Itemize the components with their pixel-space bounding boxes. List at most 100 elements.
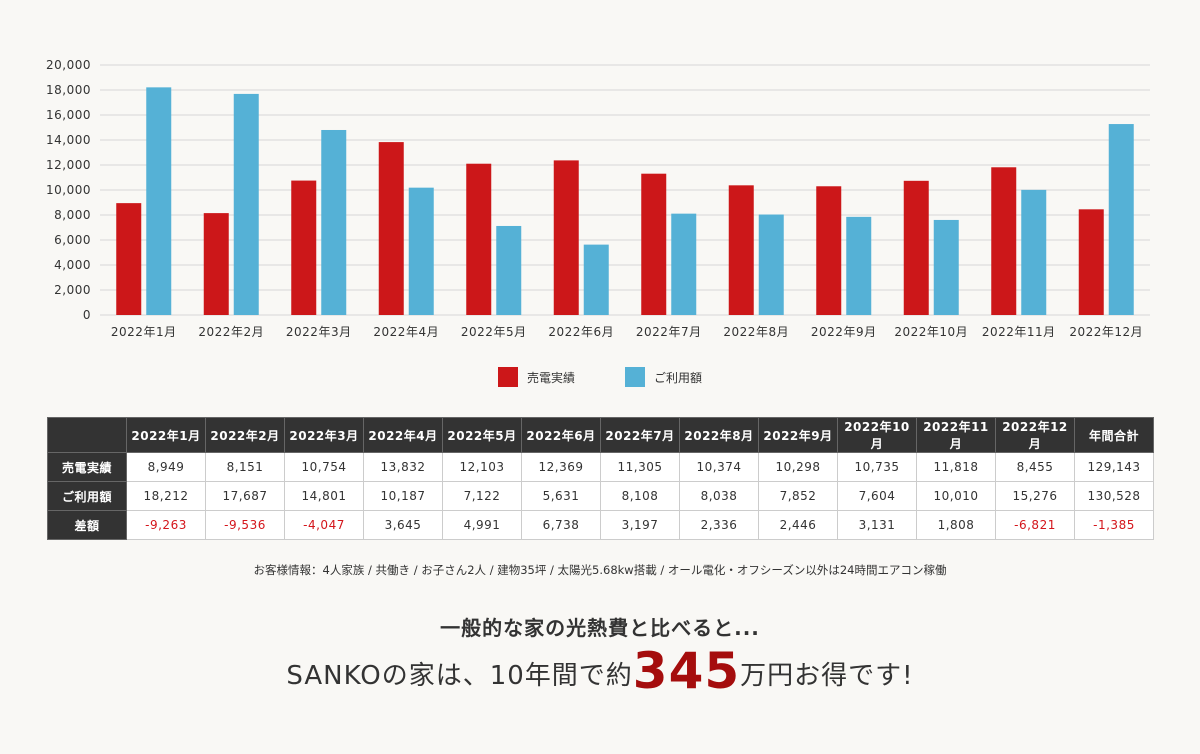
table-cell: 10,754 — [284, 452, 364, 482]
table-header-row: 2022年1月 2022年2月 2022年3月 2022年4月 2022年5月 2022年… — [47, 417, 1154, 453]
x-tick-label: 2022年2月 — [198, 325, 264, 339]
bar-usage — [408, 187, 434, 315]
y-tick-label: 10,000 — [46, 183, 91, 197]
table-cell: 8,455 — [995, 452, 1075, 482]
headline-prefix: SANKOの家は、10年間で約 — [286, 661, 633, 691]
x-tick-label: 2022年7月 — [636, 325, 702, 339]
customer-info: お客様情報：4人家族 / 共働き / お子さん2人 / 建物35坪 / 太陽光5… — [253, 563, 947, 577]
headline-amount: 345 — [632, 642, 741, 700]
x-tick-label: 2022年3月 — [286, 325, 352, 339]
headline-main: SANKOの家は、10年間で約345万円お得です! — [0, 642, 1200, 700]
table-cell: 130,528 — [1074, 481, 1154, 511]
x-tick-label: 2022年4月 — [373, 325, 439, 339]
y-tick-label: 20,000 — [46, 58, 91, 72]
y-tick-label: 14,000 — [46, 133, 91, 147]
bar-usage — [583, 244, 609, 315]
table-header-cell: 2022年10月 — [837, 417, 917, 453]
table-row: 売電実績 8,949 8,151 10,754 13,832 12,103 12,369 11… — [47, 452, 1154, 482]
legend-swatch-usage — [625, 367, 645, 387]
table-cell: 7,604 — [837, 481, 917, 511]
x-tick-label: 2022年12月 — [1069, 325, 1143, 339]
bar-usage — [496, 225, 522, 315]
legend-swatch-sales — [497, 367, 518, 387]
table-cell: -1,385 — [1074, 510, 1154, 540]
bar-sales — [553, 160, 579, 315]
table-header-cell: 2022年4月 — [363, 417, 443, 453]
table-cell: 8,038 — [679, 481, 759, 511]
y-tick-label: 0 — [83, 308, 91, 322]
table-cell: 4,991 — [442, 510, 522, 540]
bar-usage — [146, 87, 172, 315]
bar-usage — [671, 213, 697, 315]
bar-usage — [321, 129, 347, 315]
table-row: 差額 -9,263 -9,536 -4,047 3,645 4,991 6,738 3,197… — [47, 510, 1154, 540]
y-tick-label: 16,000 — [46, 108, 91, 122]
table-header-cell: 2022年1月 — [126, 417, 206, 453]
bar-sales — [116, 203, 142, 315]
x-tick-label: 2022年5月 — [461, 325, 527, 339]
table-header-cell: 年間合計 — [1074, 417, 1154, 453]
bar-usage — [933, 219, 959, 315]
legend-item-sales: 売電実績 — [497, 367, 575, 387]
table-cell: 11,305 — [600, 452, 680, 482]
x-tick-label: 2022年6月 — [548, 325, 614, 339]
table-header-cell: 2022年12月 — [995, 417, 1075, 453]
bar-usage — [233, 93, 259, 315]
table-cell: 8,949 — [126, 452, 206, 482]
y-tick-label: 8,000 — [54, 208, 91, 222]
bar-usage — [846, 216, 872, 315]
table-cell: -6,821 — [995, 510, 1075, 540]
x-tick-label: 2022年1月 — [111, 325, 177, 339]
table-cell: -9,263 — [126, 510, 206, 540]
table-cell: -9,536 — [205, 510, 285, 540]
table-cell: 11,818 — [916, 452, 996, 482]
table-header-cell: 2022年5月 — [442, 417, 522, 453]
bar-sales — [466, 163, 492, 315]
row-label: 差額 — [47, 510, 127, 540]
table-header-cell — [47, 417, 127, 453]
x-tick-label: 2022年9月 — [811, 325, 877, 339]
y-tick-label: 12,000 — [46, 158, 91, 172]
bar-usage — [1021, 189, 1047, 315]
headline-suffix: 万円お得です! — [740, 661, 914, 691]
legend-label-usage: ご利用額 — [654, 370, 703, 385]
bar-sales — [816, 186, 842, 315]
table-header-cell: 2022年9月 — [758, 417, 838, 453]
bar-chart: 0 2,000 4,000 6,000 8,000 10,000 12,000 14,000 1… — [46, 58, 1150, 339]
bar-sales — [903, 180, 929, 315]
table-header-cell: 2022年7月 — [600, 417, 680, 453]
table-header-cell: 2022年2月 — [205, 417, 285, 453]
bar-sales — [1078, 209, 1104, 315]
legend-item-usage: ご利用額 — [625, 367, 702, 387]
table-cell: 3,645 — [363, 510, 443, 540]
headline-sub: 一般的な家の光熱費と比べると... — [440, 616, 760, 640]
table-cell: 7,122 — [442, 481, 522, 511]
table-cell: 12,103 — [442, 452, 522, 482]
chart-legend: 売電実績 ご利用額 — [0, 367, 1200, 387]
table-cell: 10,187 — [363, 481, 443, 511]
bar-sales — [728, 185, 754, 315]
table-cell: 7,852 — [758, 481, 838, 511]
monthly-data-table: 2022年1月 2022年2月 2022年3月 2022年4月 2022年5月 2022年… — [47, 417, 1154, 540]
row-label: 売電実績 — [47, 452, 127, 482]
bar-sales — [378, 142, 404, 315]
table-cell: 18,212 — [126, 481, 206, 511]
bar-sales — [203, 213, 229, 315]
table-header-cell: 2022年3月 — [284, 417, 364, 453]
bar-sales — [991, 167, 1017, 315]
table-cell: 10,010 — [916, 481, 996, 511]
y-tick-label: 2,000 — [54, 283, 91, 297]
table-cell: 2,336 — [679, 510, 759, 540]
y-tick-label: 4,000 — [54, 258, 91, 272]
bar-usage — [1108, 124, 1134, 315]
y-tick-label: 6,000 — [54, 233, 91, 247]
bar-usage — [758, 214, 784, 315]
x-tick-label: 2022年10月 — [894, 325, 968, 339]
table-cell: 10,735 — [837, 452, 917, 482]
legend-label-sales: 売電実績 — [526, 370, 575, 385]
bar-sales — [641, 173, 667, 315]
table-cell: 10,374 — [679, 452, 759, 482]
table-header-cell: 2022年6月 — [521, 417, 601, 453]
table-cell: 8,108 — [600, 481, 680, 511]
table-cell: 10,298 — [758, 452, 838, 482]
